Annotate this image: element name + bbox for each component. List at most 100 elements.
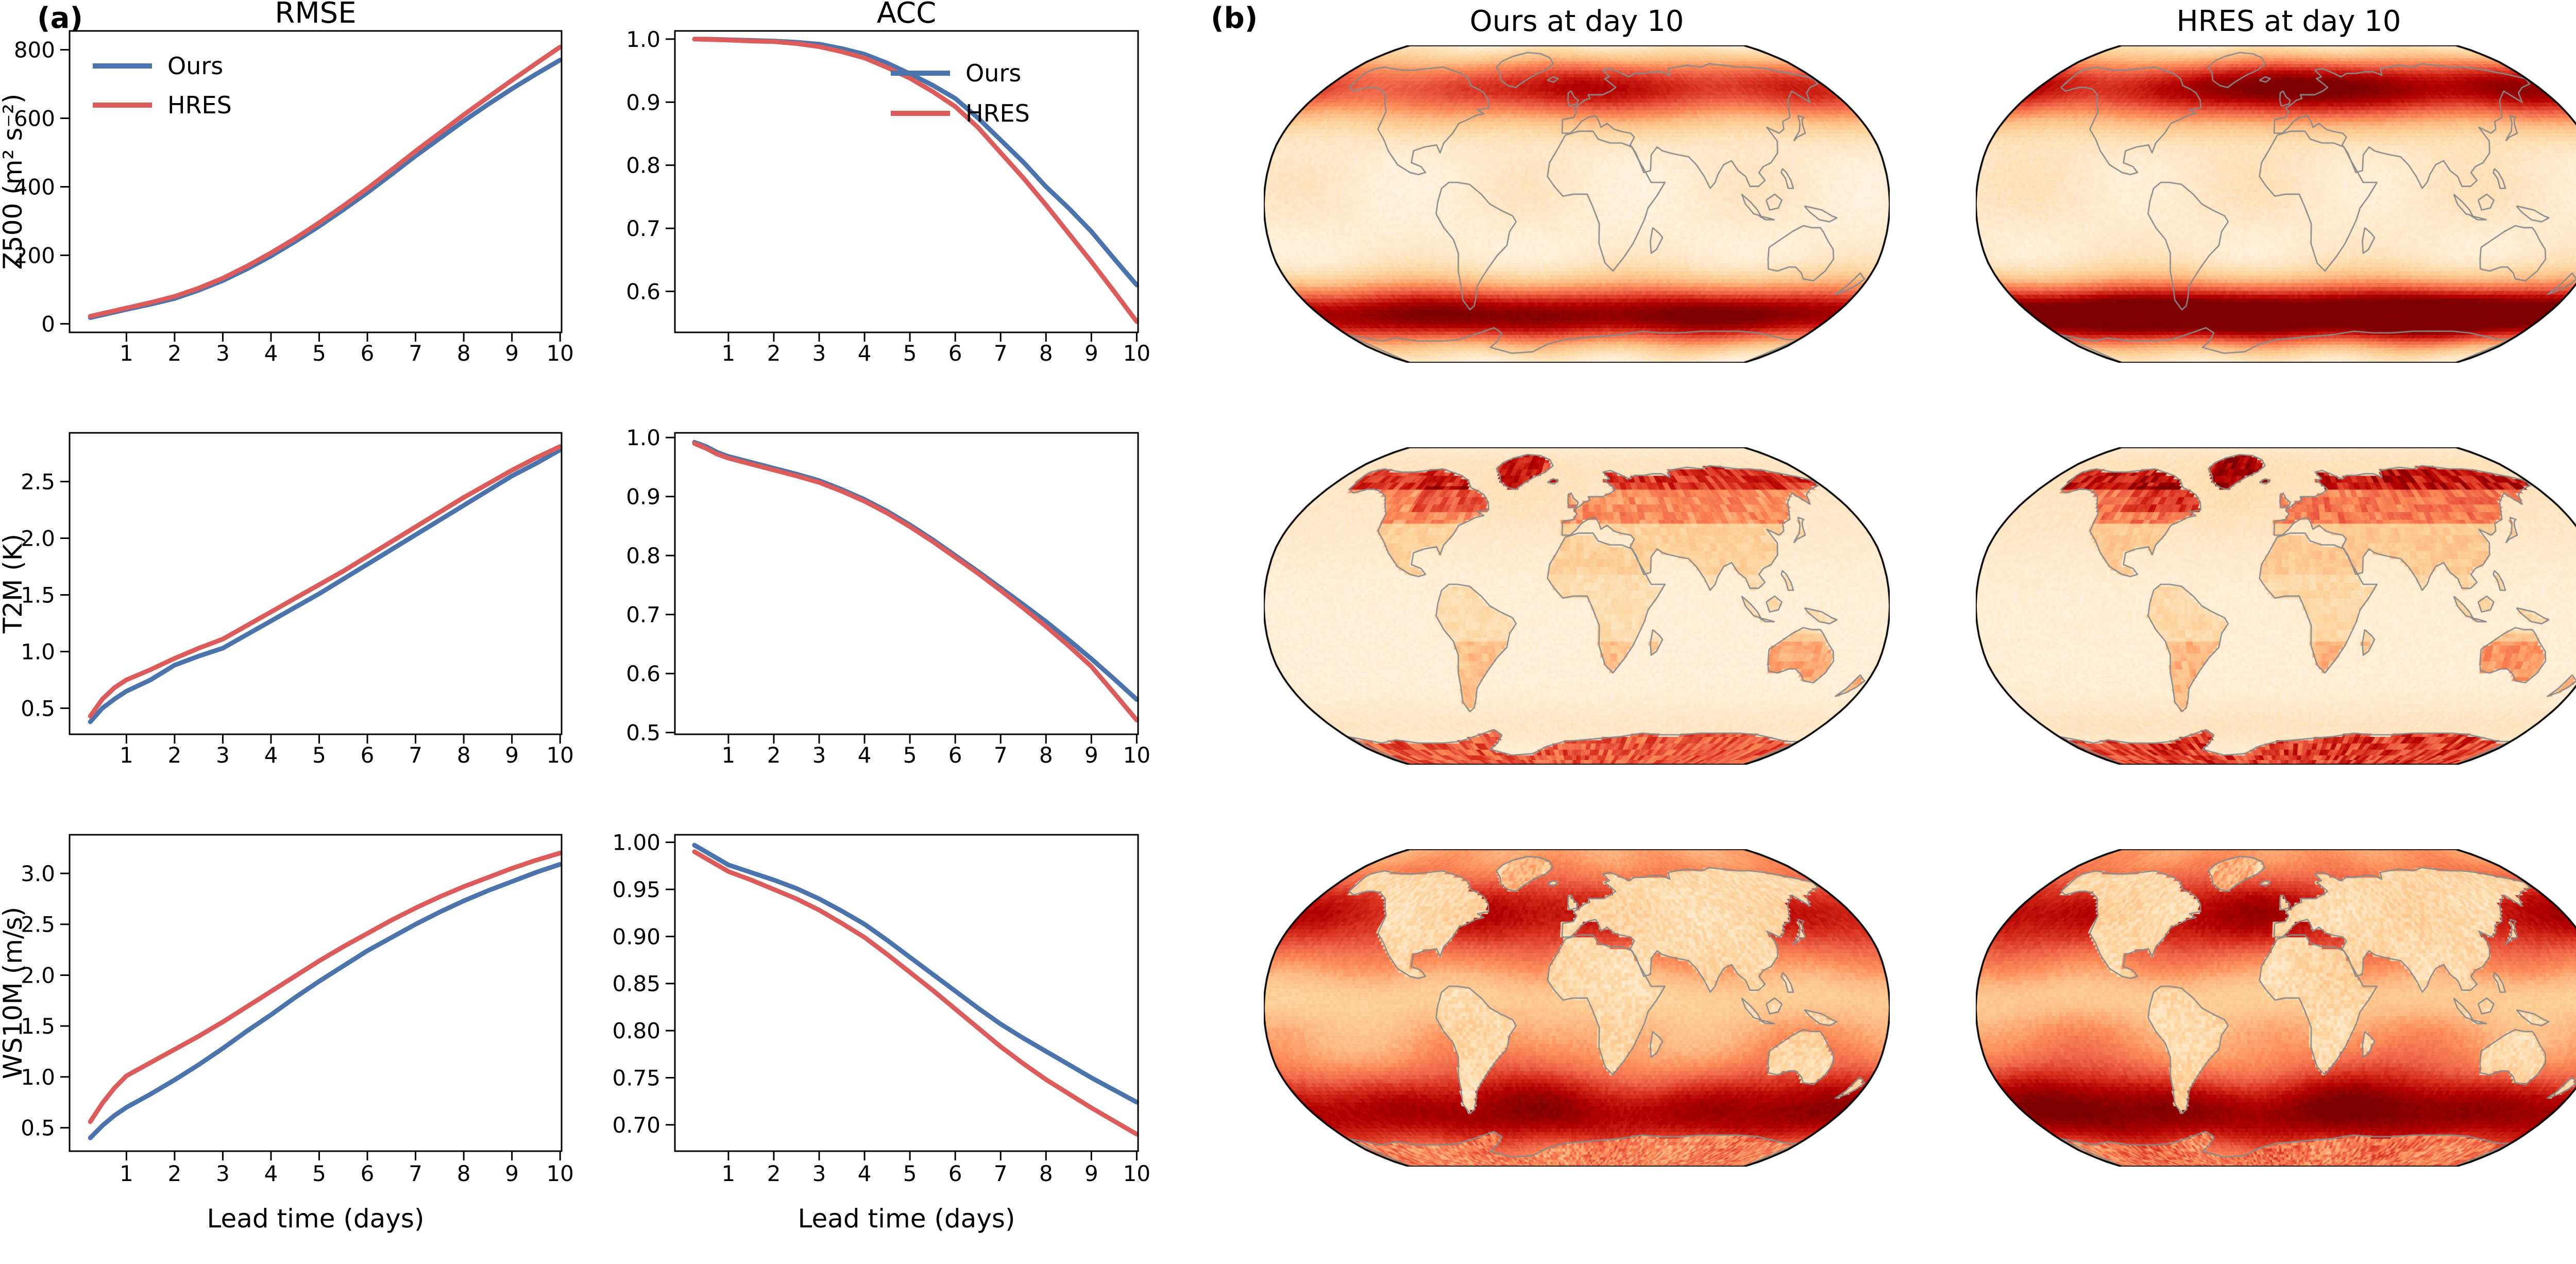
x-tick-label: 6 bbox=[361, 341, 375, 366]
chart-ws10m_acc: 1 2 3 4 5 6 7 8 9 10 1.00 0.95 0.90 0.85 0.80 0.75 0.70 L… bbox=[612, 830, 1150, 1234]
plot-frame bbox=[69, 834, 563, 1152]
y-tick-label: 1.0 bbox=[626, 425, 660, 450]
x-tick-label: 6 bbox=[361, 743, 375, 768]
plot-frame bbox=[674, 30, 1139, 333]
x-tick-label: 2 bbox=[767, 1161, 781, 1186]
x-tick-label: 4 bbox=[264, 341, 278, 366]
y-tick-label: 0.7 bbox=[626, 216, 660, 241]
x-tick-label: 10 bbox=[546, 743, 573, 768]
x-tick-label: 2 bbox=[168, 1161, 182, 1186]
x-tick-label: 10 bbox=[546, 1161, 573, 1186]
y-tick-label: 800 bbox=[14, 38, 55, 63]
x-tick-label: 8 bbox=[1039, 743, 1053, 768]
x-tick-label: 8 bbox=[457, 341, 471, 366]
y-tick-label: 0.75 bbox=[612, 1065, 660, 1090]
x-tick-label: 2 bbox=[168, 743, 182, 768]
x-tick-label: 2 bbox=[767, 341, 781, 366]
series-line-hres bbox=[692, 441, 1139, 722]
x-tick-label: 1 bbox=[120, 1161, 133, 1186]
x-tick-label: 7 bbox=[994, 341, 1008, 366]
x-tick-label: 7 bbox=[994, 1161, 1008, 1186]
x-tick-label: 8 bbox=[457, 1161, 471, 1186]
x-tick-label: 10 bbox=[1123, 743, 1150, 768]
x-tick-label: 1 bbox=[120, 341, 133, 366]
x-axis-label: Lead time (days) bbox=[207, 1204, 425, 1234]
legend-label-ours: Ours bbox=[965, 59, 1021, 87]
x-tick-label: 4 bbox=[858, 743, 872, 768]
map-t2m-ours bbox=[1264, 447, 1890, 765]
plot-frame bbox=[674, 432, 1139, 735]
x-tick-label: 4 bbox=[858, 341, 872, 366]
x-tick-label: 5 bbox=[312, 1161, 326, 1186]
y-tick-label: 1.0 bbox=[626, 27, 660, 52]
x-tick-label: 1 bbox=[722, 743, 736, 768]
map-ws10m-hres bbox=[1976, 849, 2576, 1167]
y-tick-label: 0 bbox=[41, 311, 55, 336]
y-tick-label: 200 bbox=[14, 243, 55, 268]
x-tick-label: 1 bbox=[722, 1161, 736, 1186]
map-col-title-hres: HRES at day 10 bbox=[2176, 5, 2401, 38]
y-tick-label: 1.0 bbox=[21, 1065, 55, 1090]
series-line-hres bbox=[692, 849, 1139, 1137]
series-line-hres bbox=[88, 851, 563, 1124]
y-tick-label: 1.00 bbox=[612, 830, 660, 855]
map-ws10m-ours bbox=[1264, 849, 1890, 1167]
x-tick-label: 9 bbox=[1084, 1161, 1098, 1186]
plot-frame bbox=[69, 432, 563, 735]
x-tick-label: 5 bbox=[312, 341, 326, 366]
map-col-title-ours: Ours at day 10 bbox=[1469, 5, 1684, 38]
y-tick-label: 2.0 bbox=[21, 963, 55, 988]
y-tick-label: 0.70 bbox=[612, 1113, 660, 1138]
x-tick-label: 4 bbox=[858, 1161, 872, 1186]
legend-label-hres: HRES bbox=[965, 99, 1030, 127]
x-tick-label: 7 bbox=[409, 341, 422, 366]
chart-z500_rmse: 1 2 3 4 5 6 7 8 9 10 0 200 400 600 800 RMSE Z500 (m² s⁻²… bbox=[0, 0, 574, 366]
series-line-hres bbox=[88, 444, 563, 719]
y-axis-label: T2M (K) bbox=[0, 534, 28, 634]
chart-z500_acc: 1 2 3 4 5 6 7 8 9 10 1.0 0.9 0.8 0.7 0.6 ACC Ours HRES bbox=[626, 0, 1150, 366]
chart-ws10m_rmse: 1 2 3 4 5 6 7 8 9 10 0.5 1.0 1.5 2.0 2.5 3.0 WS10M (m/s)… bbox=[0, 834, 574, 1234]
series-line-hres bbox=[88, 44, 563, 319]
map-z500-hres bbox=[1976, 45, 2576, 363]
chart-t2m_rmse: 1 2 3 4 5 6 7 8 9 10 0.5 1.0 1.5 2.0 2.5 T2M (K) bbox=[0, 432, 574, 768]
x-tick-label: 10 bbox=[1123, 341, 1150, 366]
series-line-ours bbox=[88, 862, 563, 1140]
x-tick-label: 5 bbox=[903, 743, 917, 768]
y-tick-label: 0.9 bbox=[626, 484, 660, 510]
plot-frame bbox=[69, 30, 563, 333]
y-tick-label: 0.80 bbox=[612, 1018, 660, 1043]
plot-frame bbox=[674, 834, 1139, 1152]
legend-label-hres: HRES bbox=[167, 91, 232, 119]
x-tick-label: 4 bbox=[264, 743, 278, 768]
x-tick-label: 1 bbox=[120, 743, 133, 768]
panel-a-label: (a) bbox=[37, 2, 83, 35]
y-tick-label: 0.9 bbox=[626, 90, 660, 115]
x-tick-label: 5 bbox=[903, 341, 917, 366]
x-tick-label: 9 bbox=[505, 341, 519, 366]
x-tick-label: 9 bbox=[505, 743, 519, 768]
x-tick-label: 3 bbox=[216, 341, 230, 366]
y-tick-label: 1.5 bbox=[21, 1014, 55, 1039]
series-line-ours bbox=[88, 447, 563, 724]
x-tick-label: 6 bbox=[948, 1161, 962, 1186]
x-tick-label: 9 bbox=[1084, 743, 1098, 768]
x-tick-label: 2 bbox=[767, 743, 781, 768]
x-tick-label: 3 bbox=[812, 743, 826, 768]
x-tick-label: 7 bbox=[409, 743, 422, 768]
chart-title: ACC bbox=[877, 0, 937, 30]
y-tick-label: 2.5 bbox=[21, 912, 55, 937]
x-tick-label: 2 bbox=[168, 341, 182, 366]
x-axis-label: Lead time (days) bbox=[798, 1204, 1015, 1234]
x-tick-label: 1 bbox=[722, 341, 736, 366]
series-line-hres bbox=[692, 37, 1139, 324]
x-tick-label: 10 bbox=[1123, 1161, 1150, 1186]
x-tick-label: 9 bbox=[505, 1161, 519, 1186]
x-tick-label: 3 bbox=[216, 1161, 230, 1186]
series-line-ours bbox=[692, 440, 1139, 702]
y-tick-label: 0.5 bbox=[21, 696, 55, 721]
y-tick-label: 0.8 bbox=[626, 153, 660, 178]
x-tick-label: 3 bbox=[812, 341, 826, 366]
y-axis-label: Z500 (m² s⁻²) bbox=[0, 94, 28, 270]
x-tick-label: 4 bbox=[264, 1161, 278, 1186]
